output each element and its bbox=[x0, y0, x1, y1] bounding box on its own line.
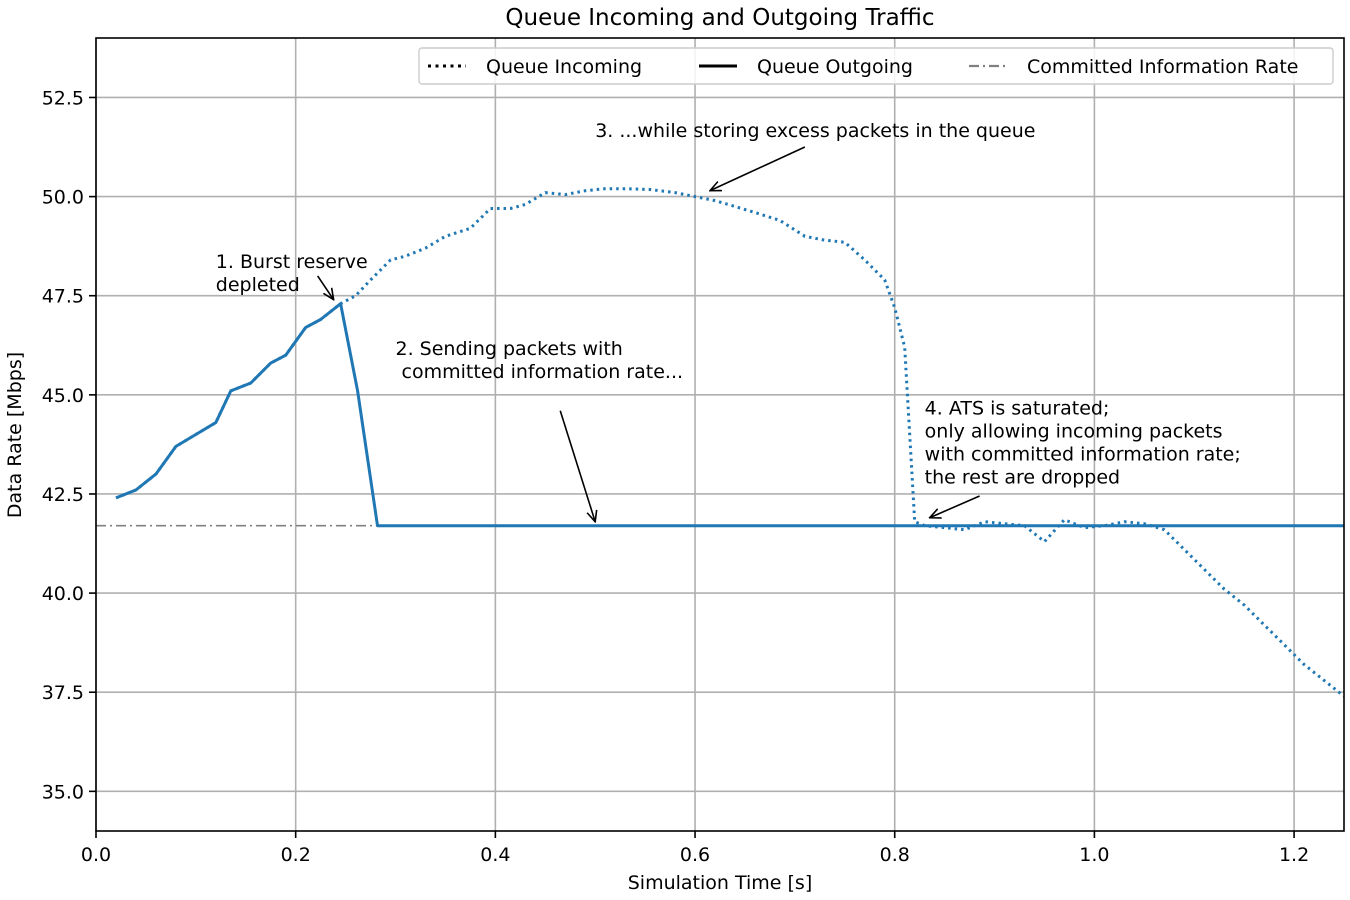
annotation-line: 2. Sending packets with bbox=[396, 338, 623, 360]
annotation-3-text: 3. ...while storing excess packets in th… bbox=[595, 120, 1035, 142]
annotation-2-text: 2. Sending packets with committed inform… bbox=[396, 338, 684, 383]
x-tick-label: 0.2 bbox=[281, 844, 311, 866]
x-axis-ticks: 0.0 0.2 0.4 0.6 0.8 1.0 1.2 bbox=[81, 831, 1309, 866]
annotation-1-text: 1. Burst reserve depleted bbox=[216, 251, 368, 296]
series-group bbox=[96, 187, 1345, 698]
legend: Queue Incoming Queue Outgoing Committed In… bbox=[418, 47, 1334, 85]
annotation-line: committed information rate... bbox=[396, 361, 684, 383]
annotation-line: with committed information rate; bbox=[925, 444, 1241, 466]
annotations-group: 1. Burst reserve depleted 2. Sending packe… bbox=[216, 120, 1241, 522]
legend-label: Queue Outgoing bbox=[757, 56, 913, 78]
annotation-line: only allowing incoming packets bbox=[925, 421, 1223, 443]
y-tick-label: 35.0 bbox=[42, 781, 84, 803]
x-tick-label: 0.8 bbox=[880, 844, 910, 866]
annotation-line: depleted bbox=[216, 274, 300, 296]
y-axis-label: Data Rate [Mbps] bbox=[4, 352, 26, 518]
annotation-line: 1. Burst reserve bbox=[216, 251, 368, 273]
plot-frame bbox=[95, 37, 1345, 832]
x-axis-label: Simulation Time [s] bbox=[628, 872, 813, 894]
annotation-line: 4. ATS is saturated; bbox=[925, 398, 1110, 420]
y-tick-label: 37.5 bbox=[42, 682, 84, 704]
annotation-4-arrow bbox=[930, 495, 980, 518]
legend-label: Queue Incoming bbox=[486, 56, 642, 78]
y-tick-label: 40.0 bbox=[42, 583, 84, 605]
y-axis-ticks: 35.0 37.5 40.0 42.5 45.0 47.5 50.0 52.5 bbox=[42, 87, 96, 803]
y-tick-label: 52.5 bbox=[42, 87, 84, 109]
x-tick-label: 0.0 bbox=[81, 844, 111, 866]
legend-label: Committed Information Rate bbox=[1027, 56, 1298, 78]
y-tick-label: 45.0 bbox=[42, 385, 84, 407]
legend-box bbox=[418, 47, 1334, 85]
y-tick-label: 42.5 bbox=[42, 484, 84, 506]
x-tick-label: 0.6 bbox=[680, 844, 710, 866]
x-tick-label: 1.2 bbox=[1279, 844, 1309, 866]
y-tick-label: 50.0 bbox=[42, 187, 84, 209]
annotation-3-arrow bbox=[710, 146, 806, 191]
y-tick-label: 47.5 bbox=[42, 286, 84, 308]
x-tick-label: 0.4 bbox=[480, 844, 510, 866]
annotation-4-text: 4. ATS is saturated; only allowing incomi… bbox=[925, 398, 1241, 489]
x-tick-label: 1.0 bbox=[1079, 844, 1109, 866]
annotation-2-arrow bbox=[559, 410, 595, 522]
grid-lines bbox=[95, 38, 1344, 831]
annotation-line: 3. ...while storing excess packets in th… bbox=[595, 120, 1035, 142]
queue-outgoing-line bbox=[115, 302, 1344, 528]
annotation-1-arrow bbox=[316, 275, 334, 300]
annotation-line: the rest are dropped bbox=[925, 467, 1120, 489]
chart-title: Queue Incoming and Outgoing Traffic bbox=[505, 5, 934, 31]
